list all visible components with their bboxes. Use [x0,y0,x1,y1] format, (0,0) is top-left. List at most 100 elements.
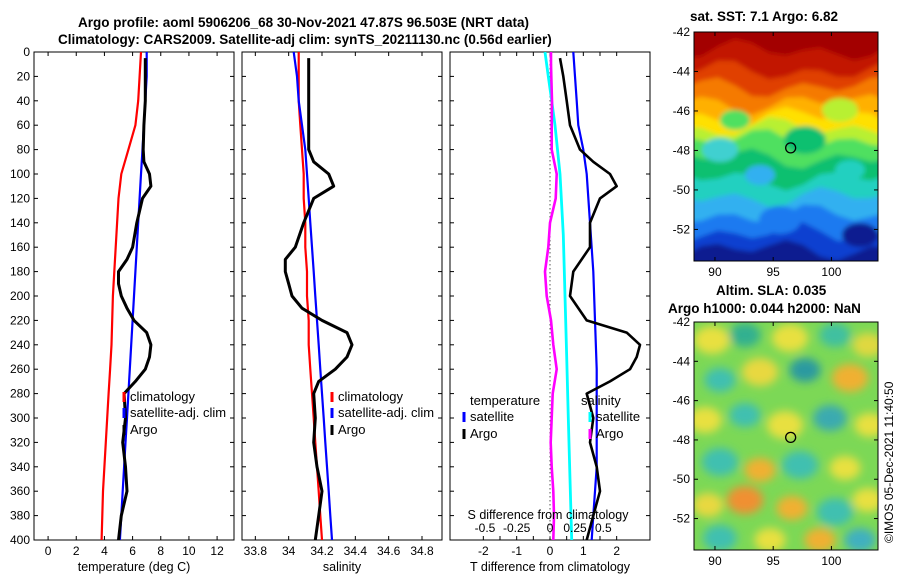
legend-label: Argo [130,422,157,437]
legend-label: satellite-adj. clim [338,405,434,420]
legend-label: Argo [338,422,365,437]
map-y-tick-label: -46 [673,104,691,118]
series-line-t-satellite [543,52,574,540]
sla-eddy [813,405,847,431]
sla-map-title-1: Altim. SLA: 0.035 [716,283,827,298]
y-tick-label: 140 [10,216,30,230]
sla-eddy [766,411,804,439]
legend-label: temperature [470,393,540,408]
series-line-argo [283,58,354,540]
sla-eddy [854,413,878,437]
map-y-tick-label: -52 [673,222,691,236]
sst-patch [842,223,878,247]
series-line-t-argo [558,57,642,540]
series-group-salinity [283,52,354,540]
argo-location-marker [785,431,797,444]
y-tick-label: 380 [10,509,30,523]
sla-map-field [694,322,878,550]
sla-eddy [804,528,836,550]
s-tick-label: -0.5 [475,521,496,535]
legend-label: salinity [581,393,621,408]
series-group-temperature [100,52,153,540]
sla-eddy [829,456,861,480]
sla-eddy [694,493,724,517]
s-axis-label: S difference from climatology [468,508,630,522]
x-tick-label: 33.8 [244,544,268,558]
sla-eddy [694,407,722,433]
map-y-tick-label: -48 [673,433,691,447]
sla-eddy [741,358,779,386]
x-axis-label: salinity [323,560,362,574]
x-tick-label: 8 [157,544,164,558]
series-line-s-satellite [543,52,558,540]
map-y-tick-label: -52 [673,512,691,526]
sst-map-field [694,32,878,261]
sla-eddy [776,496,808,520]
map-y-tick-label: -44 [673,64,691,78]
y-tick-label: 280 [10,387,30,401]
panel-frame-salinity [241,51,443,541]
legend-label: climatology [130,389,196,404]
y-tick-label: 120 [10,191,30,205]
x-tick-label: 34.8 [410,544,434,558]
map-y-tick-label: -42 [673,25,691,39]
x-axis-label: temperature (deg C) [78,560,191,574]
map-x-tick-label: 95 [767,554,781,568]
map-y-tick-label: -44 [673,354,691,368]
legend-label: Argo [596,426,623,441]
legend-label: satellite [470,409,514,424]
sst-patch [835,160,865,180]
x-tick-label: 10 [182,544,196,558]
sst-patch [784,126,826,154]
series-line-satellite-adj-clim [292,52,334,540]
sla-eddy [852,333,878,357]
sla-eddy [729,323,761,347]
x-tick-label: 1 [580,544,587,558]
series-line-climatology [100,52,143,540]
x-tick-label: 34.4 [344,544,368,558]
sla-eddy [754,528,786,550]
y-tick-label: 220 [10,313,30,327]
sla-eddy [704,368,736,392]
sla-eddy [781,451,819,479]
y-tick-label: 240 [10,338,30,352]
x-tick-label: 2 [613,544,620,558]
y-tick-label: 400 [10,533,30,547]
sla-eddy [844,528,876,550]
x-tick-label: 2 [73,544,80,558]
y-tick-label: 0 [23,45,30,59]
legend-label: Argo [470,426,497,441]
legend-label: satellite [596,409,640,424]
y-tick-label: 40 [17,94,31,108]
map-x-tick-label: 95 [767,265,781,279]
x-tick-label: 12 [210,544,224,558]
x-tick-label: -2 [478,544,489,558]
y-tick-label: 340 [10,460,30,474]
x-axis-label: T difference from climatology [470,560,631,574]
sla-eddy [703,525,737,550]
y-tick-label: 100 [10,167,30,181]
s-tick-label: -0.25 [503,521,531,535]
y-tick-label: 80 [17,143,31,157]
y-tick-label: 300 [10,411,30,425]
sst-map-title: sat. SST: 7.1 Argo: 6.82 [690,9,839,24]
sla-eddy [771,324,809,352]
map-y-tick-label: -50 [673,472,691,486]
s-tick-label: 0 [547,521,554,535]
x-tick-label: 4 [101,544,108,558]
y-tick-label: 320 [10,435,30,449]
y-tick-label: 200 [10,289,30,303]
x-tick-label: 0 [45,544,52,558]
x-tick-label: 34 [282,544,296,558]
series-group-difference [543,52,642,540]
x-tick-label: 6 [129,544,136,558]
sst-map-frame [693,31,879,262]
s-tick-label: 0.25 [563,521,587,535]
s-tick-label: 0.5 [595,521,612,535]
y-tick-label: 260 [10,362,30,376]
map-y-tick-label: -46 [673,394,691,408]
x-tick-label: 0 [547,544,554,558]
y-tick-label: 20 [17,69,31,83]
map-x-tick-label: 90 [708,554,722,568]
